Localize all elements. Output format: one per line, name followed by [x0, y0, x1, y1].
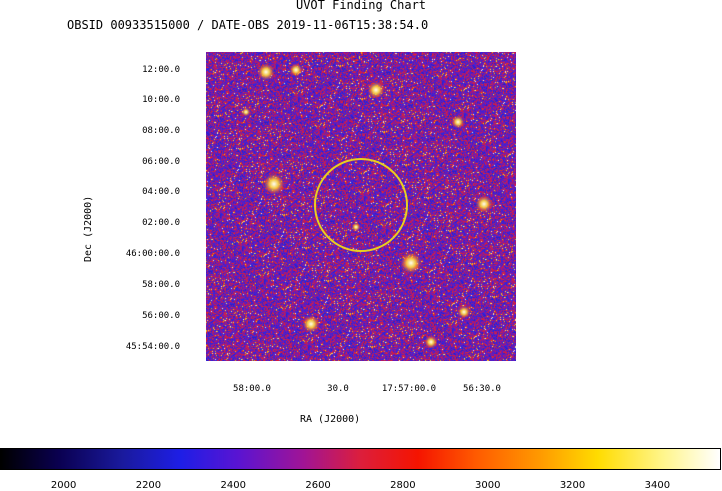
y-tick-label: 04:00.0	[142, 187, 180, 197]
x-axis-label: RA (J2000)	[300, 414, 361, 425]
image-panel[interactable]	[206, 52, 516, 361]
chart-title: UVOT Finding Chart	[295, 0, 427, 12]
x-tick-label: 30.0	[327, 384, 349, 394]
y-tick-label: 45:54:00.0	[125, 342, 180, 352]
x-tick-label: 17:57:00.0	[381, 384, 437, 394]
colorbar-tick-label: 3000	[475, 480, 501, 491]
colorbar-tick-label: 2800	[390, 480, 416, 491]
colorbar-tick-label: 3200	[559, 480, 586, 491]
y-tick-label: 08:00.0	[142, 126, 180, 136]
y-tick-label: 56:00.0	[142, 311, 180, 321]
colorbar-tick-label: 2600	[305, 480, 331, 491]
colorbar-tick-label: 2000	[50, 480, 77, 491]
source-region-circle	[314, 158, 408, 252]
colorbar	[0, 448, 721, 470]
chart-subtitle: OBSID 00933515000 / DATE-OBS 2019-11-06T…	[67, 18, 429, 32]
x-tick-label: 58:00.0	[233, 384, 271, 394]
y-tick-label: 10:00.0	[142, 95, 180, 105]
y-tick-label: 06:00.0	[142, 157, 180, 167]
sky-image	[206, 52, 516, 361]
y-axis-label: Dec (J2000)	[83, 195, 94, 262]
y-tick-label: 02:00.0	[142, 218, 180, 228]
x-tick-label: 56:30.0	[463, 384, 501, 394]
overlay	[314, 158, 408, 252]
y-tick-label: 12:00.0	[142, 65, 180, 75]
colorbar-tick-label: 2400	[220, 480, 246, 491]
colorbar-tick-label: 2200	[135, 480, 162, 491]
y-tick-label: 58:00.0	[142, 280, 180, 290]
y-tick-label: 46:00:00.0	[125, 249, 180, 259]
colorbar-tick-label: 3400	[644, 480, 671, 491]
